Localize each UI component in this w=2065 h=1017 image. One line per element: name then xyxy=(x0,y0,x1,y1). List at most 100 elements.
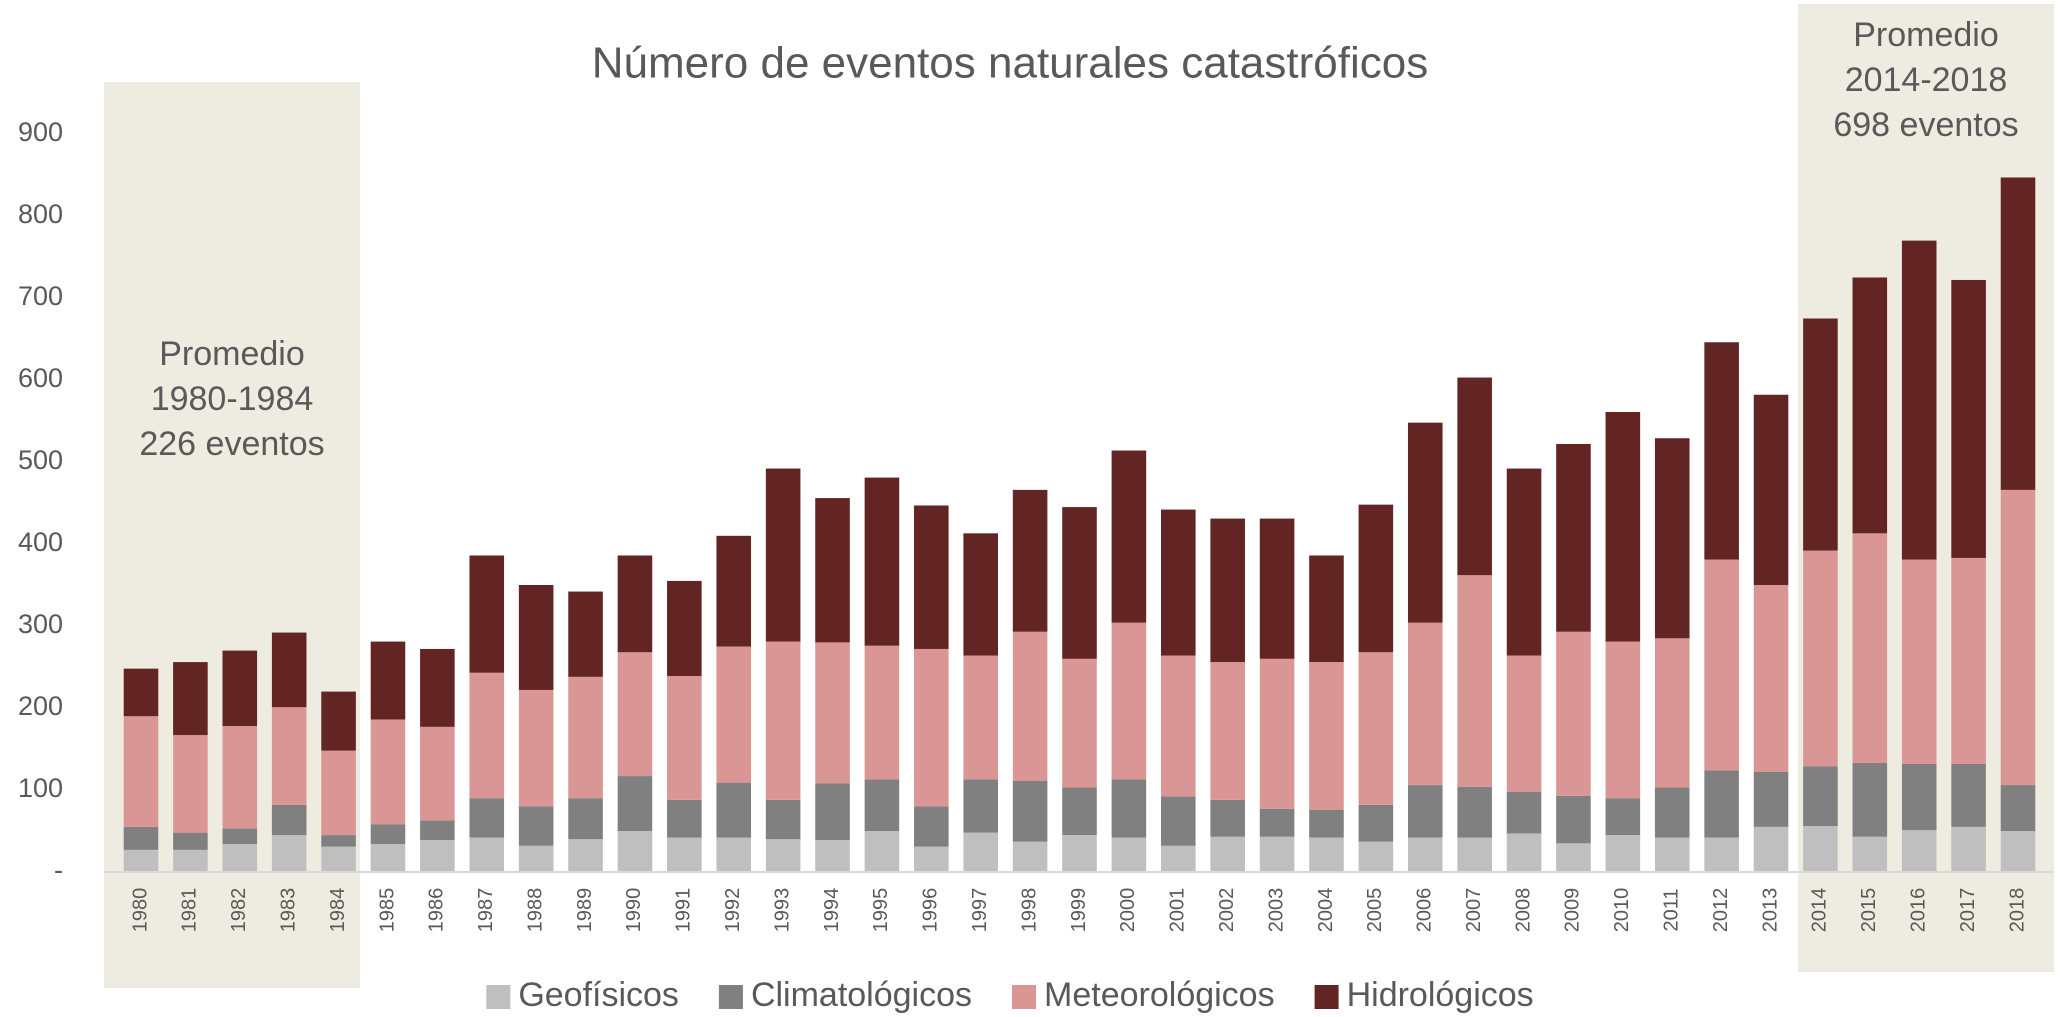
bar-segment xyxy=(1605,641,1641,799)
bar-segment xyxy=(321,846,356,872)
x-tick-label: 2007 xyxy=(1463,888,1485,933)
bar-segment xyxy=(1753,585,1789,772)
bar-segment xyxy=(173,832,208,850)
bar-segment xyxy=(914,806,949,847)
bar-segment xyxy=(1506,833,1542,872)
x-tick-label: 2009 xyxy=(1562,888,1584,933)
bar-segment xyxy=(1704,559,1739,771)
x-tick-label: 2006 xyxy=(1414,888,1436,933)
bar-segment xyxy=(1457,837,1492,872)
bar-segment xyxy=(1358,804,1394,842)
bar-segment xyxy=(914,505,949,649)
bar-segment xyxy=(667,676,702,800)
x-tick-label: 2005 xyxy=(1364,888,1386,933)
bar-segment xyxy=(469,837,505,872)
x-tick-label: 2013 xyxy=(1759,888,1781,933)
bar-segment xyxy=(2000,785,2036,831)
bar-segment xyxy=(1753,394,1789,585)
bar-segment xyxy=(1457,575,1492,787)
y-tick-label: 300 xyxy=(18,609,63,639)
x-tick-label: 2017 xyxy=(1957,888,1979,933)
bar-segment xyxy=(716,837,752,872)
bar-segment xyxy=(1654,638,1690,788)
y-tick-label: 800 xyxy=(18,199,63,229)
bar-segment xyxy=(1901,240,1937,560)
legend-swatch xyxy=(1314,985,1339,1009)
y-tick-label: - xyxy=(54,855,63,885)
bar-segment xyxy=(222,726,258,829)
bar-segment xyxy=(1506,468,1542,656)
bar-segment xyxy=(1556,843,1591,872)
x-tick-label: 2004 xyxy=(1315,888,1337,933)
bar-segment xyxy=(1506,791,1542,834)
legend-label: Geofísicos xyxy=(518,976,679,1014)
bar-segment xyxy=(1012,489,1048,632)
y-tick-label: 400 xyxy=(18,527,63,557)
bar-segment xyxy=(1358,652,1394,805)
legend-label: Hidrológicos xyxy=(1347,976,1534,1014)
bar-segment xyxy=(1704,837,1739,872)
bar-segment xyxy=(321,750,356,836)
x-tick-label: 1992 xyxy=(722,888,744,933)
bar-segment xyxy=(1803,766,1838,827)
bar-segment xyxy=(1951,557,1986,764)
annotation-text: 2014-2018 xyxy=(1845,61,2008,99)
bar-segment xyxy=(765,468,801,642)
bar-segment xyxy=(1012,841,1048,872)
bar-segment xyxy=(568,798,603,840)
bar-segment xyxy=(1161,845,1196,872)
bar-segment xyxy=(1704,342,1739,560)
bar-segment xyxy=(815,783,850,841)
x-tick-label: 1984 xyxy=(327,888,349,933)
bar-segment xyxy=(370,844,406,872)
bar-segment xyxy=(123,826,159,850)
bar-segment xyxy=(518,845,554,872)
bar-segment xyxy=(815,840,850,872)
bar-segment xyxy=(1654,837,1690,872)
bar-segment xyxy=(1506,655,1542,792)
bar-segment xyxy=(765,839,801,872)
x-tick-label: 1988 xyxy=(524,888,546,933)
bar-segment xyxy=(1753,771,1789,827)
x-tick-label: 2002 xyxy=(1216,888,1238,933)
bar-segment xyxy=(914,648,949,807)
bar-segment xyxy=(963,655,998,780)
x-tick-label: 1981 xyxy=(179,888,201,933)
x-tick-label: 2003 xyxy=(1265,888,1287,933)
bar-segment xyxy=(963,832,998,872)
bar-segment xyxy=(1210,836,1245,872)
bar-segment xyxy=(864,645,900,780)
bar-segment xyxy=(420,820,455,841)
bar-segment xyxy=(1852,762,1888,837)
bar-segment xyxy=(1259,658,1295,809)
bar-segment xyxy=(1210,662,1245,800)
x-tick-label: 2014 xyxy=(1809,888,1831,933)
bar-segment xyxy=(1901,830,1937,872)
x-tick-label: 2008 xyxy=(1512,888,1534,933)
x-tick-label: 1993 xyxy=(771,888,793,933)
bar-segment xyxy=(617,831,653,872)
annotation-text: 1980-1984 xyxy=(151,380,314,418)
bar-segment xyxy=(1407,837,1443,872)
bar-segment xyxy=(469,798,505,838)
legend: Geofísicos Climatológicos Meteorológicos Hi… xyxy=(486,976,1534,1014)
bar-segment xyxy=(1951,279,1986,558)
y-tick-label: 500 xyxy=(18,445,63,475)
bar-segment xyxy=(1901,763,1937,831)
y-tick-label: 600 xyxy=(18,363,63,393)
bar-segment xyxy=(1309,555,1344,663)
bar-segment xyxy=(271,835,307,872)
bar-segment xyxy=(321,835,356,847)
bar-segment xyxy=(123,716,159,827)
bar-segment xyxy=(1605,798,1641,836)
bar-segment xyxy=(1901,559,1937,764)
bar-segment xyxy=(173,662,208,736)
x-tick-label: 2001 xyxy=(1167,888,1189,933)
bar-segment xyxy=(1012,631,1048,781)
x-tick-label: 1991 xyxy=(673,888,695,933)
bar-segment xyxy=(1556,631,1591,796)
bar-segment xyxy=(1605,835,1641,872)
x-tick-label: 1998 xyxy=(1018,888,1040,933)
bar-segment xyxy=(1852,277,1888,534)
bar-segment xyxy=(1407,622,1443,786)
